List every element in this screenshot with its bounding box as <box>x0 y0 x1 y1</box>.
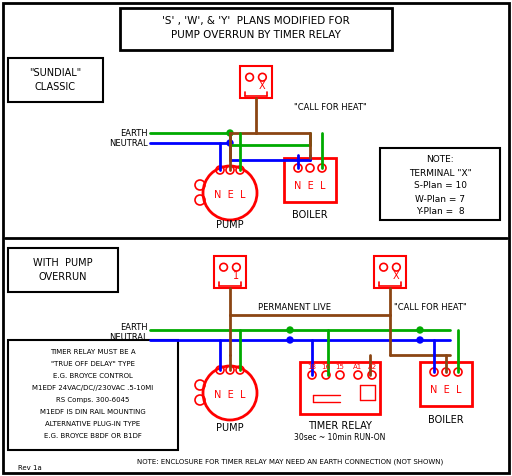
Bar <box>120 8 392 50</box>
Text: "CALL FOR HEAT": "CALL FOR HEAT" <box>293 102 367 111</box>
Text: M1EDF IS DIN RAIL MOUNTING: M1EDF IS DIN RAIL MOUNTING <box>40 409 146 415</box>
Text: X: X <box>259 81 266 91</box>
Text: W-Plan = 7: W-Plan = 7 <box>415 195 465 204</box>
Text: PUMP: PUMP <box>216 423 244 433</box>
Text: OVERRUN: OVERRUN <box>39 272 87 282</box>
Text: 15: 15 <box>335 364 345 370</box>
Text: Y-Plan =  8: Y-Plan = 8 <box>416 208 464 217</box>
Text: N  E  L: N E L <box>430 385 462 395</box>
Text: BOILER: BOILER <box>428 415 464 425</box>
Circle shape <box>287 327 293 333</box>
Text: A1: A1 <box>353 364 362 370</box>
Text: PUMP OVERRUN BY TIMER RELAY: PUMP OVERRUN BY TIMER RELAY <box>171 30 341 40</box>
Bar <box>380 148 500 220</box>
Text: 'S' , 'W', & 'Y'  PLANS MODIFIED FOR: 'S' , 'W', & 'Y' PLANS MODIFIED FOR <box>162 16 350 26</box>
Text: CLASSIC: CLASSIC <box>34 82 75 92</box>
Text: TIMER RELAY: TIMER RELAY <box>308 421 372 431</box>
Bar <box>284 158 336 202</box>
Text: 1: 1 <box>233 271 240 281</box>
Text: NEUTRAL: NEUTRAL <box>110 139 148 148</box>
Text: TIMER RELAY MUST BE A: TIMER RELAY MUST BE A <box>50 349 136 355</box>
Text: BOILER: BOILER <box>292 210 328 220</box>
Text: NOTE:: NOTE: <box>426 156 454 165</box>
Bar <box>240 66 272 98</box>
Circle shape <box>417 337 423 343</box>
Bar <box>300 362 380 414</box>
Text: 18: 18 <box>308 364 316 370</box>
Text: PERMANENT LIVE: PERMANENT LIVE <box>259 303 331 311</box>
Text: E.G. BROYCE B8DF OR B1DF: E.G. BROYCE B8DF OR B1DF <box>44 433 142 439</box>
Bar <box>214 256 246 288</box>
Text: M1EDF 24VAC/DC//230VAC .5-10MI: M1EDF 24VAC/DC//230VAC .5-10MI <box>32 385 154 391</box>
Text: TERMINAL "X": TERMINAL "X" <box>409 169 472 178</box>
Text: N  E  L: N E L <box>214 390 246 400</box>
Bar <box>8 58 103 102</box>
Text: N  E  L: N E L <box>214 190 246 200</box>
Bar <box>8 248 118 292</box>
Circle shape <box>287 337 293 343</box>
Text: PUMP: PUMP <box>216 220 244 230</box>
Circle shape <box>227 140 233 146</box>
Text: X: X <box>393 271 400 281</box>
Text: A2: A2 <box>368 364 376 370</box>
Text: 30sec ~ 10min RUN-ON: 30sec ~ 10min RUN-ON <box>294 433 386 442</box>
Text: ALTERNATIVE PLUG-IN TYPE: ALTERNATIVE PLUG-IN TYPE <box>46 421 141 427</box>
Text: NEUTRAL: NEUTRAL <box>110 334 148 343</box>
Bar <box>374 256 406 288</box>
Text: EARTH: EARTH <box>120 129 148 138</box>
Text: Rev 1a: Rev 1a <box>18 465 42 471</box>
Text: EARTH: EARTH <box>120 324 148 333</box>
Text: 16: 16 <box>322 364 331 370</box>
Bar <box>420 362 472 406</box>
Circle shape <box>417 327 423 333</box>
Text: RS Comps. 300-6045: RS Comps. 300-6045 <box>56 397 130 403</box>
Text: "CALL FOR HEAT": "CALL FOR HEAT" <box>394 303 466 311</box>
Text: E.G. BROYCE CONTROL: E.G. BROYCE CONTROL <box>53 373 133 379</box>
Bar <box>8 340 178 450</box>
Text: NOTE: ENCLOSURE FOR TIMER RELAY MAY NEED AN EARTH CONNECTION (NOT SHOWN): NOTE: ENCLOSURE FOR TIMER RELAY MAY NEED… <box>137 459 443 465</box>
Circle shape <box>227 130 233 136</box>
Text: "SUNDIAL": "SUNDIAL" <box>29 68 81 78</box>
Text: WITH  PUMP: WITH PUMP <box>33 258 93 268</box>
Text: N  E  L: N E L <box>294 181 326 191</box>
Text: "TRUE OFF DELAY" TYPE: "TRUE OFF DELAY" TYPE <box>51 361 135 367</box>
Text: S-Plan = 10: S-Plan = 10 <box>414 181 466 190</box>
